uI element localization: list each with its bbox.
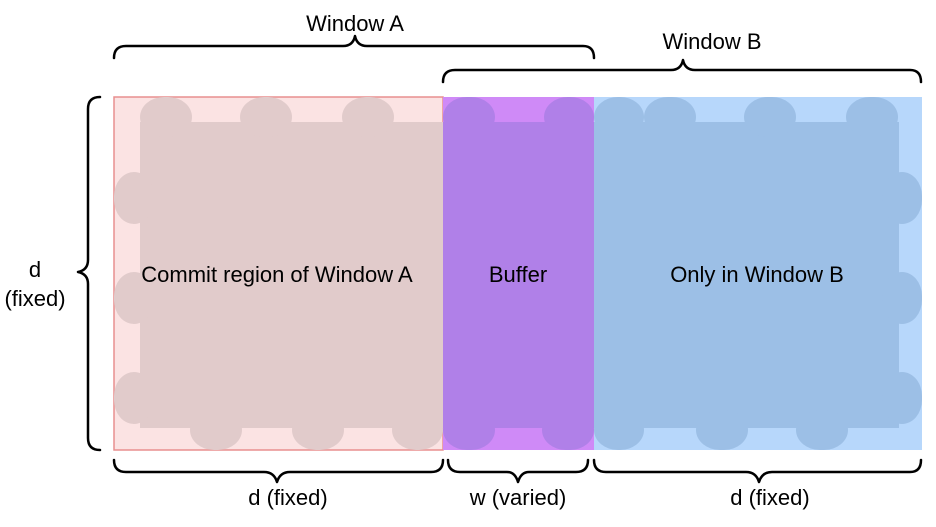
buffer-label: Buffer bbox=[489, 262, 547, 287]
left-fixed-label: (fixed) bbox=[4, 286, 65, 311]
bottom-d-right-brace bbox=[592, 458, 923, 484]
only-b-region bbox=[594, 97, 922, 450]
bottom-d-right-label: d (fixed) bbox=[730, 485, 809, 510]
bottom-w-brace bbox=[446, 458, 590, 484]
commit-region bbox=[113, 96, 444, 451]
commit-region-label: Commit region of Window A bbox=[141, 262, 413, 287]
window-b-label: Window B bbox=[662, 29, 761, 54]
only-b-label: Only in Window B bbox=[670, 262, 844, 287]
left-d-label: d bbox=[29, 257, 41, 282]
commit-region-puzzle-shape bbox=[114, 97, 443, 450]
buffer-region bbox=[443, 97, 594, 450]
buffer-puzzle-shape bbox=[443, 97, 594, 450]
bottom-d-left-label: d (fixed) bbox=[248, 485, 327, 510]
bottom-w-label: w (varied) bbox=[469, 485, 567, 510]
window-b-brace bbox=[441, 58, 923, 84]
left-d-brace bbox=[76, 95, 102, 452]
only-b-puzzle-shape bbox=[594, 97, 922, 450]
window-a-label: Window A bbox=[306, 11, 404, 36]
bottom-d-left-brace bbox=[112, 458, 445, 484]
window-a-brace bbox=[112, 34, 596, 60]
